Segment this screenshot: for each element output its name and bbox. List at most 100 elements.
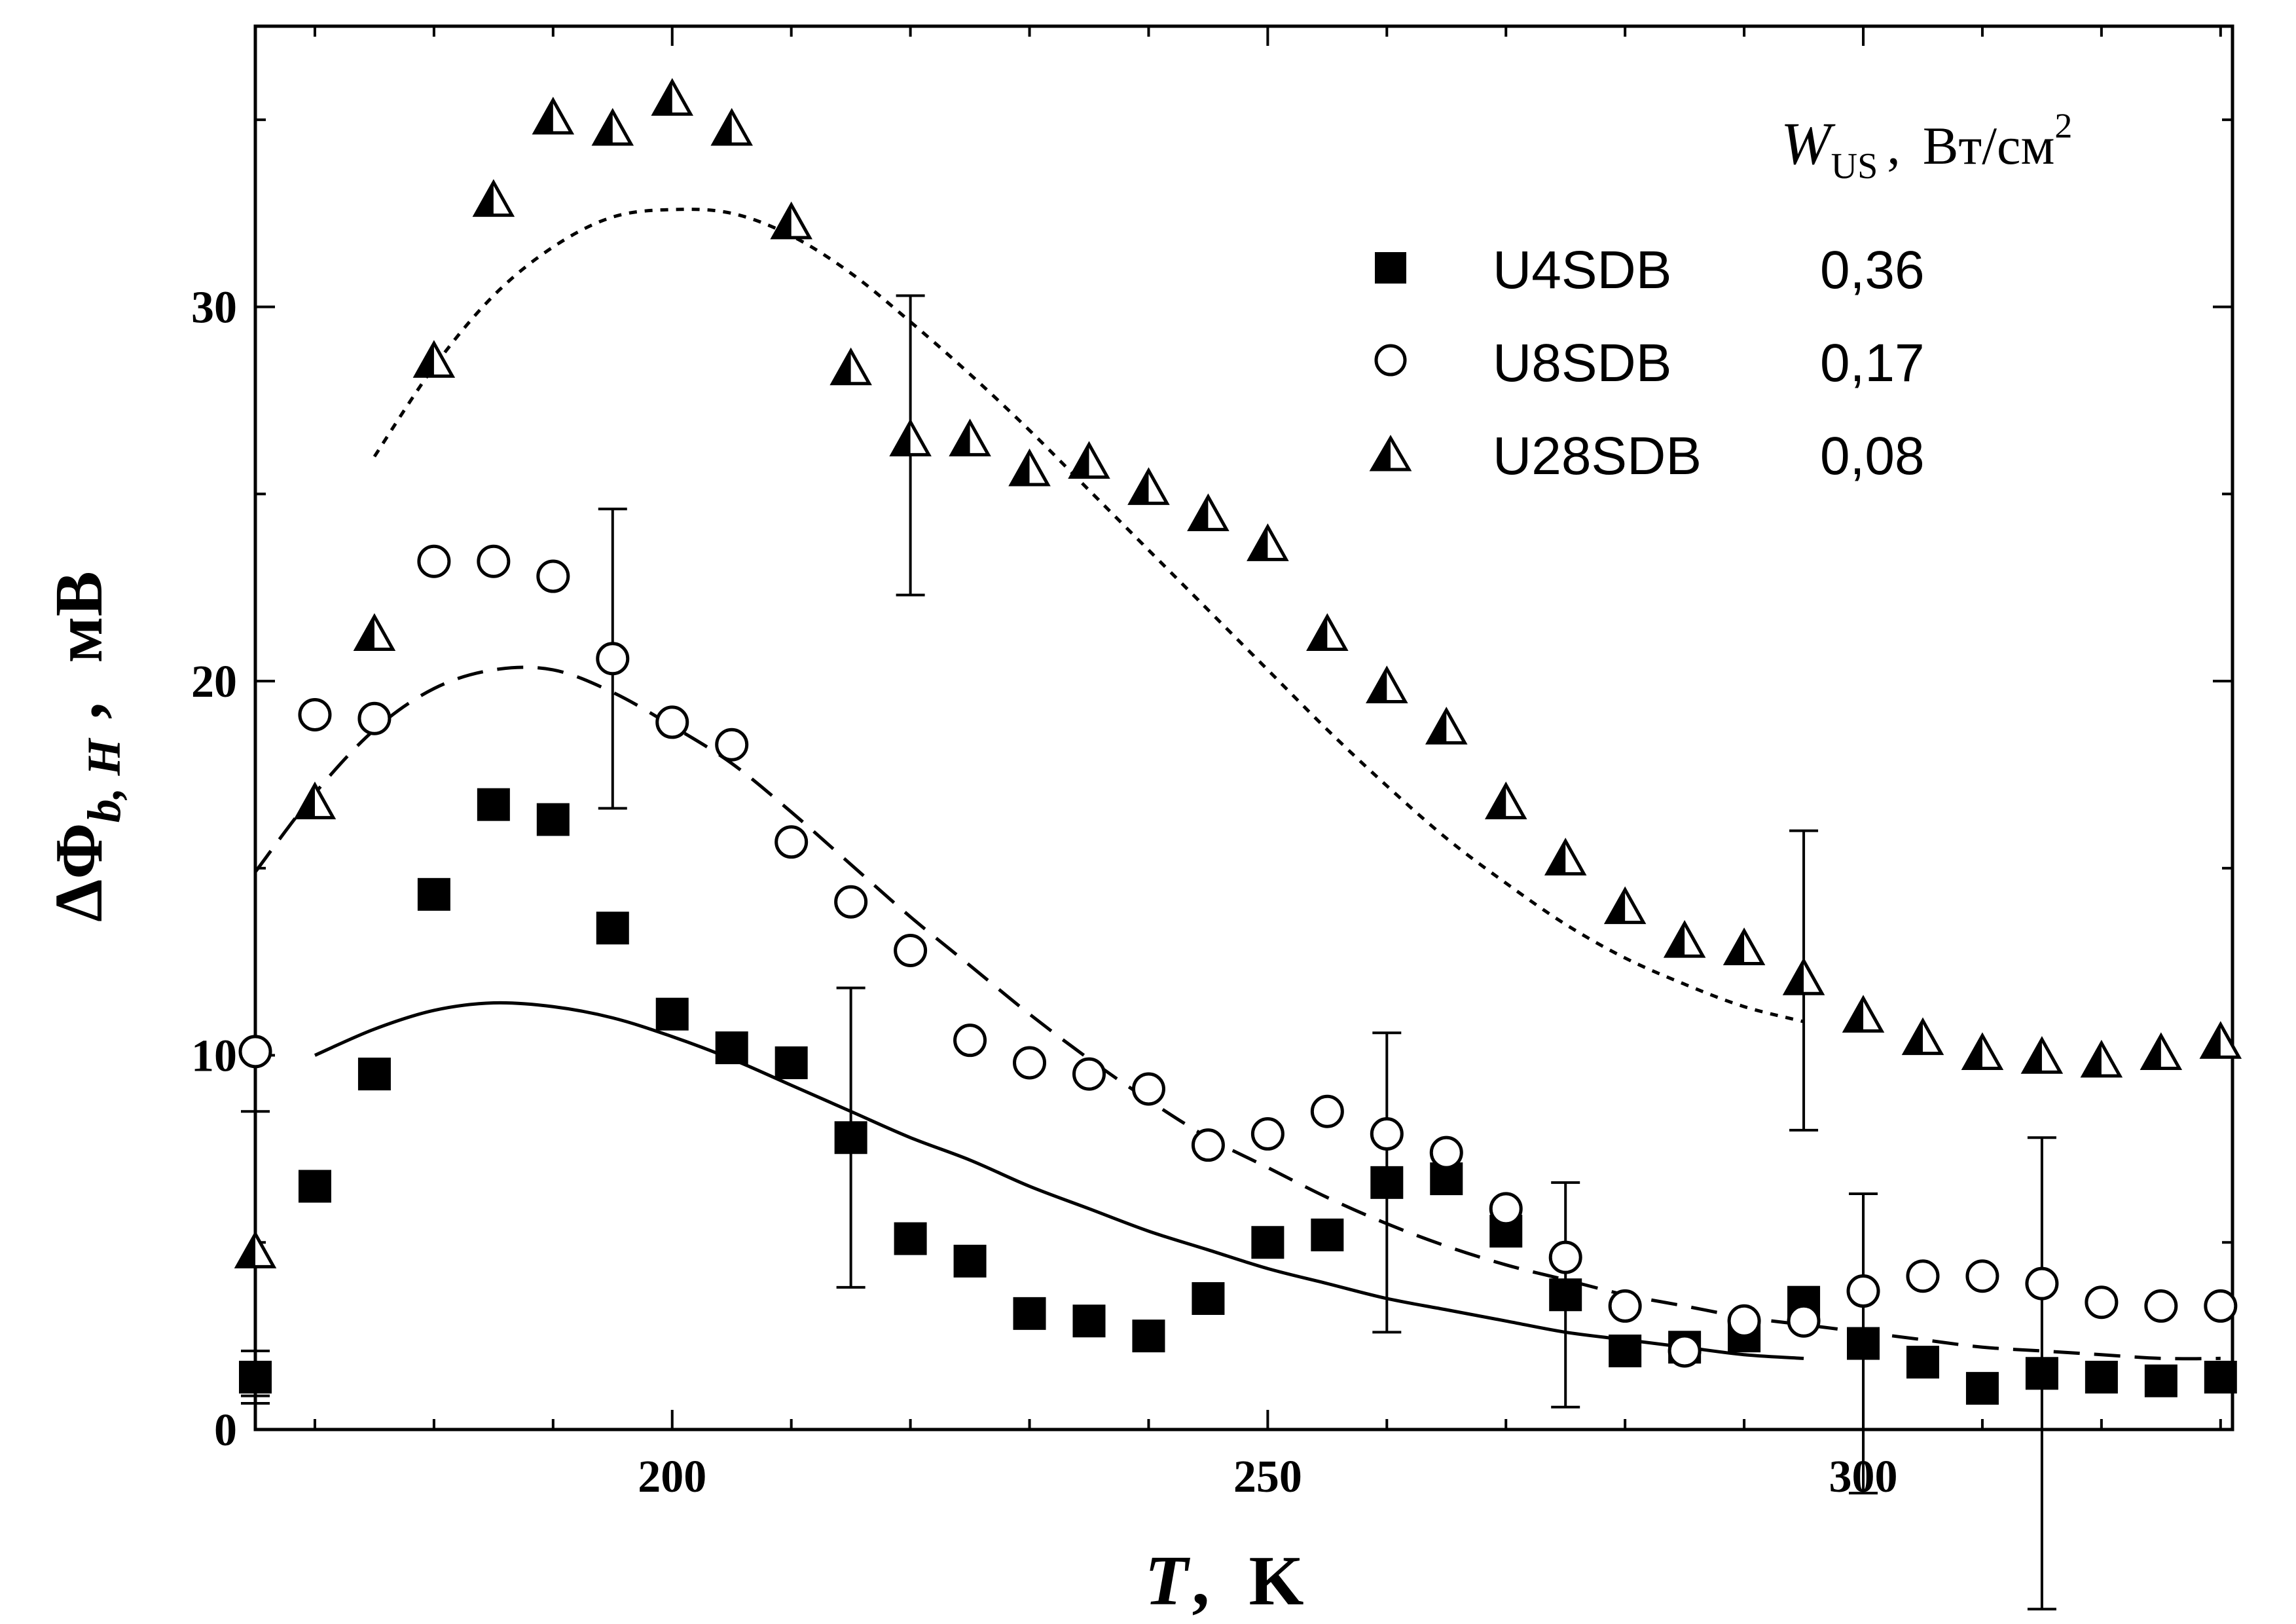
point-u4sdb [953, 1244, 987, 1278]
point-u4sdb [1609, 1334, 1642, 1367]
point-u28sdb [1068, 441, 1110, 479]
legend-value-u8sdb: 0,17 [1820, 333, 1925, 393]
point-u28sdb [1544, 838, 1587, 876]
point-u4sdb [774, 1046, 808, 1079]
triangle-fill [534, 100, 553, 133]
legend-header-unit-sup: 2 [2054, 106, 2072, 145]
triangle-fill [832, 350, 851, 384]
legend-value-u4sdb: 0,36 [1820, 240, 1925, 300]
triangle-fill [773, 204, 792, 238]
point-u28sdb [1722, 927, 1766, 966]
triangle-fill [1547, 841, 1566, 874]
point-u4sdb [1549, 1278, 1582, 1312]
point-u8sdb [2204, 1289, 2238, 1323]
triangle-fill [713, 111, 732, 145]
legend-header: WUS, Вт/см2 [1781, 106, 2072, 187]
point-u8sdb [1667, 1334, 1702, 1368]
point-u8sdb [894, 934, 928, 968]
point-u28sdb [234, 1230, 277, 1268]
point-u28sdb [1008, 448, 1051, 487]
legend-value-u28sdb: 0,08 [1820, 426, 1925, 486]
point-u8sdb [1548, 1240, 1582, 1274]
point-u28sdb [1187, 493, 1230, 532]
legend-marker-u4sdb [1375, 252, 1406, 284]
point-u4sdb [417, 877, 450, 911]
x-axis-symbol: T [1145, 1542, 1191, 1620]
triangle-fill [237, 1234, 255, 1267]
point-u8sdb [357, 701, 392, 735]
point-u8sdb [2085, 1285, 2119, 1320]
point-u28sdb [1901, 1017, 1944, 1056]
triangle-fill [951, 422, 970, 455]
point-u28sdb [710, 107, 753, 146]
point-u28sdb [889, 418, 932, 456]
triangle-fill [653, 81, 672, 115]
point-u28sdb [651, 78, 694, 116]
point-u4sdb [477, 788, 510, 821]
point-u4sdb [2144, 1364, 2178, 1397]
point-u28sdb [829, 347, 872, 386]
legend-marker-u28sdb [1369, 435, 1412, 471]
x-tick-label: 200 [638, 1452, 706, 1502]
triangle-fill [1487, 784, 1506, 818]
triangle-fill [1368, 669, 1387, 702]
point-u4sdb [298, 1170, 331, 1203]
point-u8sdb [1489, 1192, 1523, 1226]
triangle-fill [1726, 931, 1745, 964]
point-u8sdb [1370, 1117, 1404, 1151]
point-u28sdb [412, 340, 456, 378]
point-u4sdb [1311, 1218, 1344, 1251]
point-u28sdb [1782, 957, 1825, 995]
point-u28sdb [2140, 1032, 2183, 1071]
legend-label-u28sdb: U28SDB [1493, 426, 1702, 486]
point-u8sdb [953, 1024, 987, 1058]
triangle-fill [594, 111, 613, 145]
point-u4sdb [834, 1121, 867, 1154]
triangle-fill [1309, 616, 1328, 650]
point-u28sdb [1663, 919, 1706, 958]
triangle-fill [1249, 526, 1268, 560]
fit-curve-u8sdb [254, 665, 2221, 1361]
triangle-fill [1607, 889, 1626, 923]
triangle-fill [1130, 470, 1149, 504]
data-points [234, 78, 2242, 1405]
point-u8sdb [596, 642, 630, 676]
x-axis-unit: K [1248, 1542, 1303, 1620]
triangle-fill [2142, 1035, 2161, 1069]
tick-labels: 200 250 300 0 10 20 30 [191, 283, 1898, 1502]
legend-header-unit: Вт/см [1923, 116, 2055, 175]
legend-marker-u8sdb [1374, 344, 1407, 377]
point-u4sdb [1251, 1226, 1285, 1259]
point-u8sdb [1013, 1046, 1047, 1080]
point-u8sdb [1429, 1135, 1463, 1170]
triangle-fill [2202, 1024, 2221, 1058]
triangle-fill [1904, 1020, 1923, 1054]
point-u28sdb [532, 96, 575, 135]
point-u4sdb [1847, 1327, 1880, 1360]
x-tick-label: 250 [1233, 1452, 1302, 1502]
triangle-fill [415, 343, 434, 377]
triangle-fill [1963, 1035, 1982, 1069]
point-u28sdb [2020, 1036, 2064, 1074]
point-u4sdb [357, 1058, 391, 1091]
point-u4sdb [1132, 1320, 1165, 1353]
triangle-fill [1011, 452, 1030, 485]
triangle-fill [2023, 1039, 2042, 1073]
legend-header-symbol: W [1781, 110, 1836, 177]
triangle-fill [2083, 1043, 2102, 1076]
point-u4sdb [2204, 1360, 2237, 1393]
point-u28sdb [472, 179, 515, 217]
fit-curves [254, 208, 2221, 1361]
point-u28sdb [1306, 613, 1349, 651]
y-tick-label: 20 [191, 657, 237, 707]
triangle-fill [1845, 998, 1864, 1031]
point-u28sdb [1842, 995, 1885, 1033]
point-u8sdb [1250, 1117, 1285, 1151]
point-u4sdb [894, 1222, 927, 1255]
point-u8sdb [1608, 1289, 1642, 1323]
triangle-fill [296, 784, 315, 818]
point-u8sdb [1191, 1128, 1225, 1162]
point-u8sdb [1965, 1259, 1999, 1293]
point-u28sdb [293, 781, 337, 820]
